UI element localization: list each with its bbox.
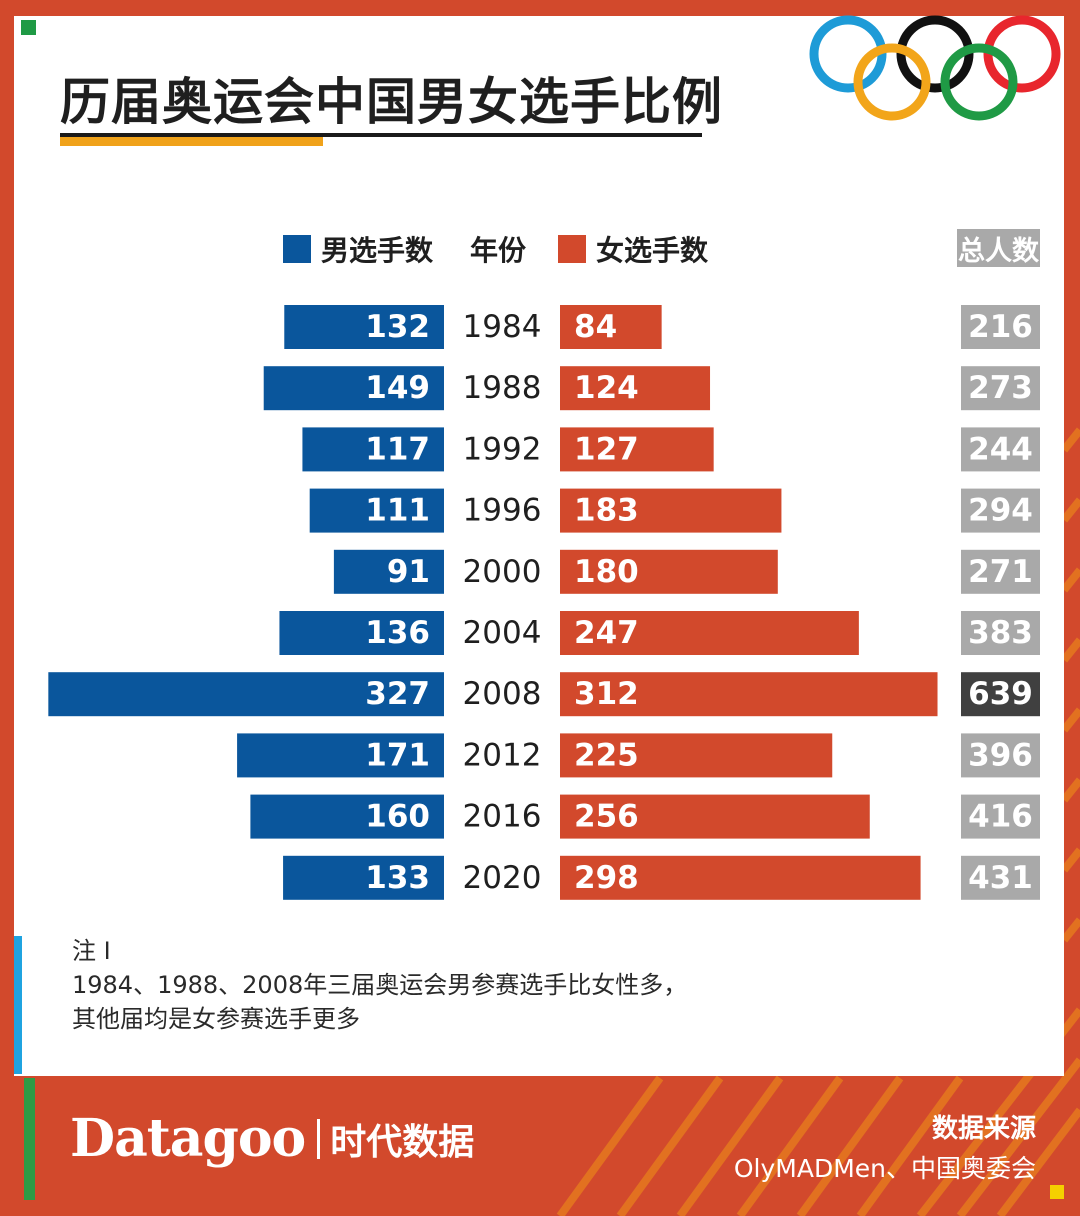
note: 注 I 1984、1988、2008年三届奥运会男参赛选手比女性多， 其他届均是… — [72, 934, 687, 1036]
male-value-label: 149 — [365, 370, 430, 406]
data-source: 数据来源 OlyMADMen、中国奥委会 — [734, 1108, 1036, 1185]
total-box — [961, 611, 1040, 655]
female-value-label: 124 — [574, 370, 639, 406]
male-bar — [263, 366, 444, 411]
year-label: 2020 — [463, 860, 542, 896]
yellow-corner-square — [1050, 1185, 1064, 1199]
legend-male-swatch — [283, 235, 311, 263]
male-value-label: 117 — [365, 431, 430, 467]
olympic-rings-icon — [809, 15, 1061, 121]
total-box — [961, 549, 1040, 594]
legend-female: 女选手数 — [558, 229, 708, 269]
female-value-label: 225 — [574, 737, 639, 773]
year-label: 1988 — [463, 370, 542, 406]
male-bar — [237, 733, 444, 778]
green-corner-square — [21, 20, 36, 35]
female-bar — [560, 427, 714, 472]
female-bar — [560, 672, 938, 717]
total-value-label: 294 — [968, 493, 1033, 529]
year-label: 2008 — [463, 676, 542, 712]
total-column-header: 总人数 — [957, 229, 1040, 267]
year-label: 2004 — [463, 615, 542, 651]
title-underline — [60, 133, 702, 137]
male-bar — [333, 549, 444, 594]
male-bar — [283, 855, 444, 900]
legend-male-label: 男选手数 — [321, 234, 434, 267]
year-label: 2000 — [463, 554, 542, 590]
male-bar — [250, 794, 444, 839]
total-value-label: 396 — [968, 737, 1033, 773]
year-label: 1996 — [463, 493, 542, 529]
male-value-label: 327 — [365, 676, 430, 712]
total-value-label: 244 — [968, 431, 1033, 467]
total-box — [961, 794, 1040, 839]
male-value-label: 91 — [387, 554, 430, 590]
note-line-1: 1984、1988、2008年三届奥运会男参赛选手比女性多， — [72, 971, 688, 999]
blue-accent-bar — [14, 936, 22, 1074]
female-value-label: 256 — [574, 799, 639, 835]
female-value-label: 84 — [574, 309, 617, 345]
title-underline-accent — [60, 137, 323, 146]
female-bar — [560, 611, 859, 655]
legend-year-label: 年份 — [470, 234, 527, 267]
brand-logo: Datagoo 时代数据 — [70, 1108, 474, 1169]
female-value-label: 180 — [574, 554, 639, 590]
note-line-2: 其他届均是女参赛选手更多 — [72, 1005, 360, 1033]
total-value-label: 383 — [968, 615, 1033, 651]
male-value-label: 133 — [365, 860, 430, 896]
male-value-label: 171 — [365, 737, 430, 773]
male-bar — [279, 611, 444, 655]
female-bar — [560, 855, 921, 900]
legend-female-label: 女选手数 — [596, 234, 709, 267]
year-label: 2012 — [463, 737, 542, 773]
female-bar — [560, 366, 711, 411]
brand-name: Datagoo — [70, 1108, 306, 1169]
total-value-label: 271 — [968, 554, 1033, 590]
female-value-label: 298 — [574, 860, 639, 896]
female-bar — [560, 305, 662, 349]
female-value-label: 183 — [574, 493, 639, 529]
total-box — [961, 855, 1040, 900]
total-box — [961, 427, 1040, 472]
male-bar — [302, 427, 444, 472]
male-value-label: 160 — [365, 799, 430, 835]
source-text: OlyMADMen、中国奥委会 — [733, 1154, 1036, 1183]
source-title: 数据来源 — [931, 1114, 1036, 1144]
male-bar — [284, 305, 444, 349]
year-label: 1984 — [463, 309, 542, 345]
female-value-label: 127 — [574, 431, 639, 467]
total-box — [961, 672, 1040, 717]
male-bar — [48, 672, 445, 717]
total-value-label: 416 — [968, 799, 1033, 835]
legend-female-swatch — [558, 235, 586, 263]
total-value-label: 639 — [968, 676, 1033, 712]
green-accent-bar — [24, 1078, 35, 1200]
female-value-label: 247 — [574, 615, 639, 651]
year-label: 1992 — [463, 431, 542, 467]
note-heading: 注 I — [72, 937, 111, 965]
brand-divider — [317, 1118, 321, 1159]
female-bar — [560, 733, 833, 778]
total-box — [961, 305, 1040, 349]
legend-male: 男选手数 — [283, 229, 433, 269]
female-bar — [560, 488, 782, 533]
female-value-label: 312 — [574, 676, 639, 712]
male-bar — [309, 488, 444, 533]
brand-subname: 时代数据 — [330, 1121, 475, 1163]
male-value-label: 136 — [365, 615, 430, 651]
female-bar — [560, 549, 778, 594]
total-box — [961, 366, 1040, 411]
year-label: 2016 — [463, 799, 542, 835]
female-bar — [560, 794, 870, 839]
total-box — [961, 488, 1040, 533]
total-value-label: 216 — [968, 309, 1033, 345]
total-box — [961, 733, 1040, 778]
male-value-label: 132 — [365, 309, 430, 345]
total-value-label: 273 — [968, 370, 1033, 406]
total-value-label: 431 — [968, 860, 1033, 896]
male-value-label: 111 — [365, 493, 430, 529]
page-title: 历届奥运会中国男女选手比例 — [60, 73, 723, 131]
